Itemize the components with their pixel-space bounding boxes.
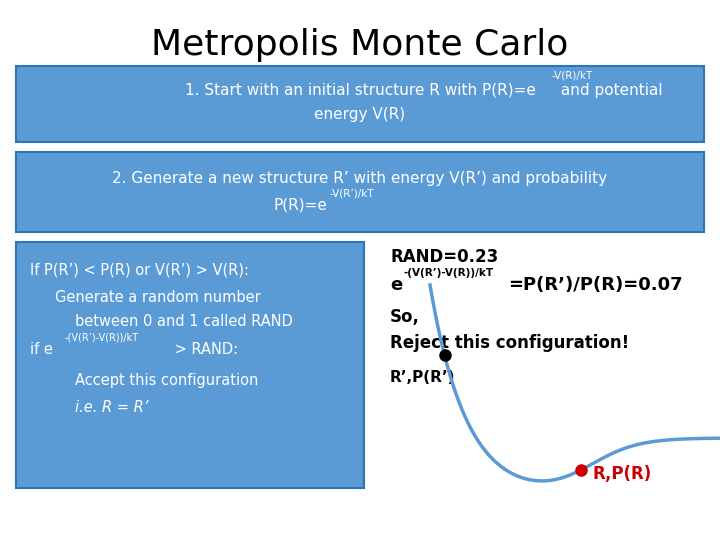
Text: RAND=0.23: RAND=0.23 [390,248,498,266]
Text: Generate a random number: Generate a random number [55,291,261,306]
Text: Accept this configuration: Accept this configuration [75,373,258,388]
FancyBboxPatch shape [16,242,364,488]
Text: -V(R)/kT: -V(R)/kT [552,71,593,81]
Text: between 0 and 1 called RAND: between 0 and 1 called RAND [75,314,293,329]
Text: i.e. R = R’: i.e. R = R’ [75,401,148,415]
Text: -(V(R’)-V(R))/kT: -(V(R’)-V(R))/kT [404,268,494,278]
Text: > RAND:: > RAND: [170,342,238,357]
Text: So,: So, [390,308,420,326]
Text: -V(R’)/kT: -V(R’)/kT [329,188,374,198]
FancyBboxPatch shape [16,66,704,142]
Text: R,P(R): R,P(R) [593,465,652,483]
Text: =P(R’)/P(R)=0.07: =P(R’)/P(R)=0.07 [508,276,683,294]
Text: Metropolis Monte Carlo: Metropolis Monte Carlo [151,28,569,62]
Text: -(V(R’)-V(R))/kT: -(V(R’)-V(R))/kT [65,333,139,343]
Text: if e: if e [30,342,53,357]
Text: P(R)=e: P(R)=e [273,198,327,213]
Text: R’,P(R’): R’,P(R’) [390,370,456,385]
FancyBboxPatch shape [16,152,704,232]
Text: energy V(R): energy V(R) [315,107,405,123]
Text: and potential: and potential [556,84,662,98]
Text: If P(R’) < P(R) or V(R’) > V(R):: If P(R’) < P(R) or V(R’) > V(R): [30,262,249,278]
Text: 2. Generate a new structure R’ with energy V(R’) and probability: 2. Generate a new structure R’ with ener… [112,171,608,186]
Text: e: e [390,276,402,294]
Text: Reject this configuration!: Reject this configuration! [390,334,629,352]
Text: 1. Start with an initial structure R with P(R)=e: 1. Start with an initial structure R wit… [184,83,536,98]
